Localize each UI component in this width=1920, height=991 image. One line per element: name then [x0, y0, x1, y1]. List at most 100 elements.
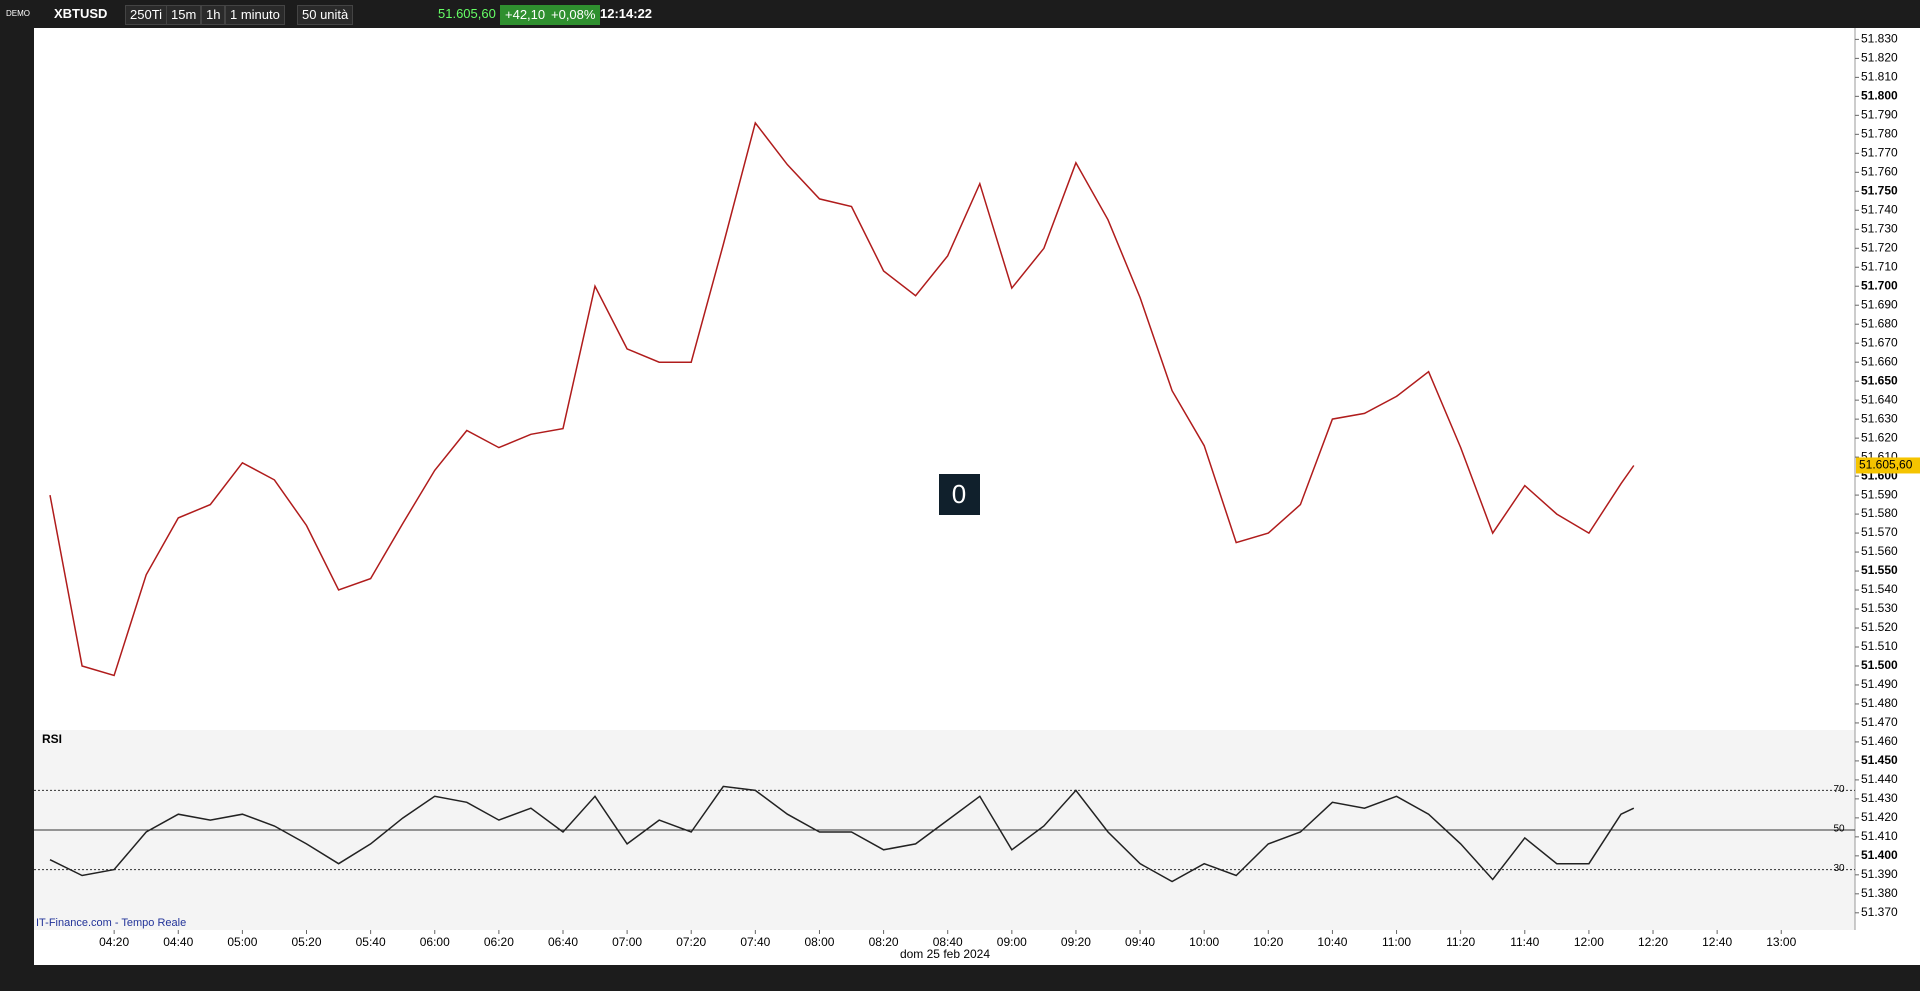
change-pct: +0,08%: [546, 5, 601, 25]
counter-box: [939, 474, 980, 515]
y-tick-label: 51.410: [1861, 829, 1898, 843]
x-tick-label: 12:00: [1574, 935, 1604, 949]
source: IT-Finance.com - Tempo Reale: [36, 917, 186, 929]
y-tick-label: 51.630: [1861, 411, 1898, 425]
x-tick-label: 06:20: [484, 935, 514, 949]
y-tick-label: 51.530: [1861, 601, 1898, 615]
y-tick-label: 51.420: [1861, 810, 1898, 824]
price-axis: [1855, 28, 1920, 965]
y-tick-label: 51.510: [1861, 639, 1898, 653]
y-tick-label: 51.490: [1861, 677, 1898, 691]
price: 51.605,60: [438, 6, 496, 21]
rsi-title: RSI: [42, 732, 62, 746]
period[interactable]: 1 minuto: [225, 5, 285, 25]
x-tick-label: 11:20: [1446, 935, 1475, 949]
x-tick-label: 08:00: [804, 935, 834, 949]
y-tick-label: 51.520: [1861, 620, 1898, 634]
tf-15m[interactable]: 15m: [166, 5, 202, 25]
y-tick-label: 51.810: [1861, 70, 1898, 84]
y-tick-label: 51.480: [1861, 696, 1898, 710]
y-tick-label: 51.820: [1861, 51, 1898, 65]
y-tick-label: 51.470: [1861, 715, 1898, 729]
y-tick-label: 51.620: [1861, 430, 1898, 444]
ticks[interactable]: 250Ti: [125, 5, 168, 25]
clock: 12:14:22: [600, 6, 653, 21]
y-tick-label: 51.500: [1861, 658, 1898, 672]
rsi-tick-label: 50: [1833, 824, 1845, 835]
chart: RSI IT-Finance.com - Tempo Reale dom 25 …: [34, 28, 1920, 965]
x-tick-label: 07:00: [612, 935, 642, 949]
y-tick-label: 51.770: [1861, 145, 1898, 159]
y-tick-label: 51.780: [1861, 127, 1898, 141]
y-tick-label: 51.540: [1861, 582, 1898, 596]
y-tick-label: 51.740: [1861, 202, 1898, 216]
y-tick-label: 51.670: [1861, 335, 1898, 349]
series-line: [49, 121, 1635, 677]
y-tick-label: 51.580: [1861, 506, 1898, 520]
x-tick-label: 09:00: [997, 935, 1027, 949]
x-tick-label: 10:20: [1253, 935, 1283, 949]
y-tick-label: 51.430: [1861, 791, 1898, 805]
x-tick-label: 08:20: [869, 935, 899, 949]
side-toolbar: [0, 28, 34, 965]
y-tick-label: 51.720: [1861, 240, 1898, 254]
x-tick-label: 06:00: [420, 935, 450, 949]
rsi-tick-label: 30: [1833, 863, 1845, 874]
y-tick-label: 51.650: [1861, 373, 1898, 387]
x-tick-label: 08:40: [933, 935, 963, 949]
y-tick-label: 51.640: [1861, 392, 1898, 406]
y-tick-label: 51.680: [1861, 316, 1898, 330]
demo: DEMO: [6, 9, 30, 18]
y-tick-label: 51.390: [1861, 867, 1898, 881]
y-tick-label: 51.560: [1861, 544, 1898, 558]
y-tick-label: 51.760: [1861, 164, 1898, 178]
tf-1h[interactable]: 1h: [201, 5, 226, 25]
y-tick-label: 51.590: [1861, 487, 1898, 501]
y-tick-label: 51.800: [1861, 89, 1898, 103]
x-tick-label: 12:40: [1702, 935, 1732, 949]
y-tick-label: 51.750: [1861, 183, 1898, 197]
date: dom 25 feb 2024: [900, 947, 990, 961]
x-tick-label: 10:00: [1189, 935, 1219, 949]
y-tick-label: 51.730: [1861, 221, 1898, 235]
x-tick-label: 12:20: [1638, 935, 1668, 949]
series-line: [49, 785, 1635, 883]
y-tick-label: 51.460: [1861, 734, 1898, 748]
x-tick-label: 11:40: [1510, 935, 1539, 949]
y-tick-label: 51.550: [1861, 563, 1898, 577]
y-tick-label: 51.700: [1861, 278, 1898, 292]
x-tick-label: 05:20: [291, 935, 321, 949]
symbol[interactable]: XBTUSD: [54, 6, 108, 21]
y-tick-label: 51.450: [1861, 753, 1898, 767]
toolbar: DEMO XBTUSD 250Ti 15m 1h 1 minuto 50 uni…: [0, 0, 1920, 28]
y-tick-label: 51.690: [1861, 297, 1898, 311]
last-price-box: [1856, 457, 1920, 474]
x-tick-label: 05:40: [356, 935, 386, 949]
y-tick-label: 51.830: [1861, 32, 1898, 46]
x-tick-label: 10:40: [1317, 935, 1347, 949]
y-tick-label: 51.400: [1861, 848, 1898, 862]
counter: 0: [952, 479, 966, 509]
x-tick-label: 06:40: [548, 935, 578, 949]
y-tick-label: 51.370: [1861, 905, 1898, 919]
x-tick-label: 07:20: [676, 935, 706, 949]
x-tick-label: 05:00: [227, 935, 257, 949]
time-axis: [34, 930, 1855, 965]
x-tick-label: 04:40: [163, 935, 193, 949]
x-tick-label: 11:00: [1382, 935, 1411, 949]
y-tick-label: 51.570: [1861, 525, 1898, 539]
change: +42,10: [500, 5, 551, 25]
y-tick-label: 51.440: [1861, 772, 1898, 786]
y-tick-label: 51.710: [1861, 259, 1898, 273]
x-tick-label: 09:40: [1125, 935, 1155, 949]
x-tick-label: 04:20: [99, 935, 129, 949]
y-tick-label: 51.660: [1861, 354, 1898, 368]
units[interactable]: 50 unità: [297, 5, 354, 25]
y-tick-label: 51.380: [1861, 886, 1898, 900]
x-tick-label: 09:20: [1061, 935, 1091, 949]
price-panel: [34, 28, 1855, 730]
bottom-bar: [0, 965, 1920, 991]
x-tick-label: 07:40: [740, 935, 770, 949]
x-tick-label: 13:00: [1766, 935, 1796, 949]
